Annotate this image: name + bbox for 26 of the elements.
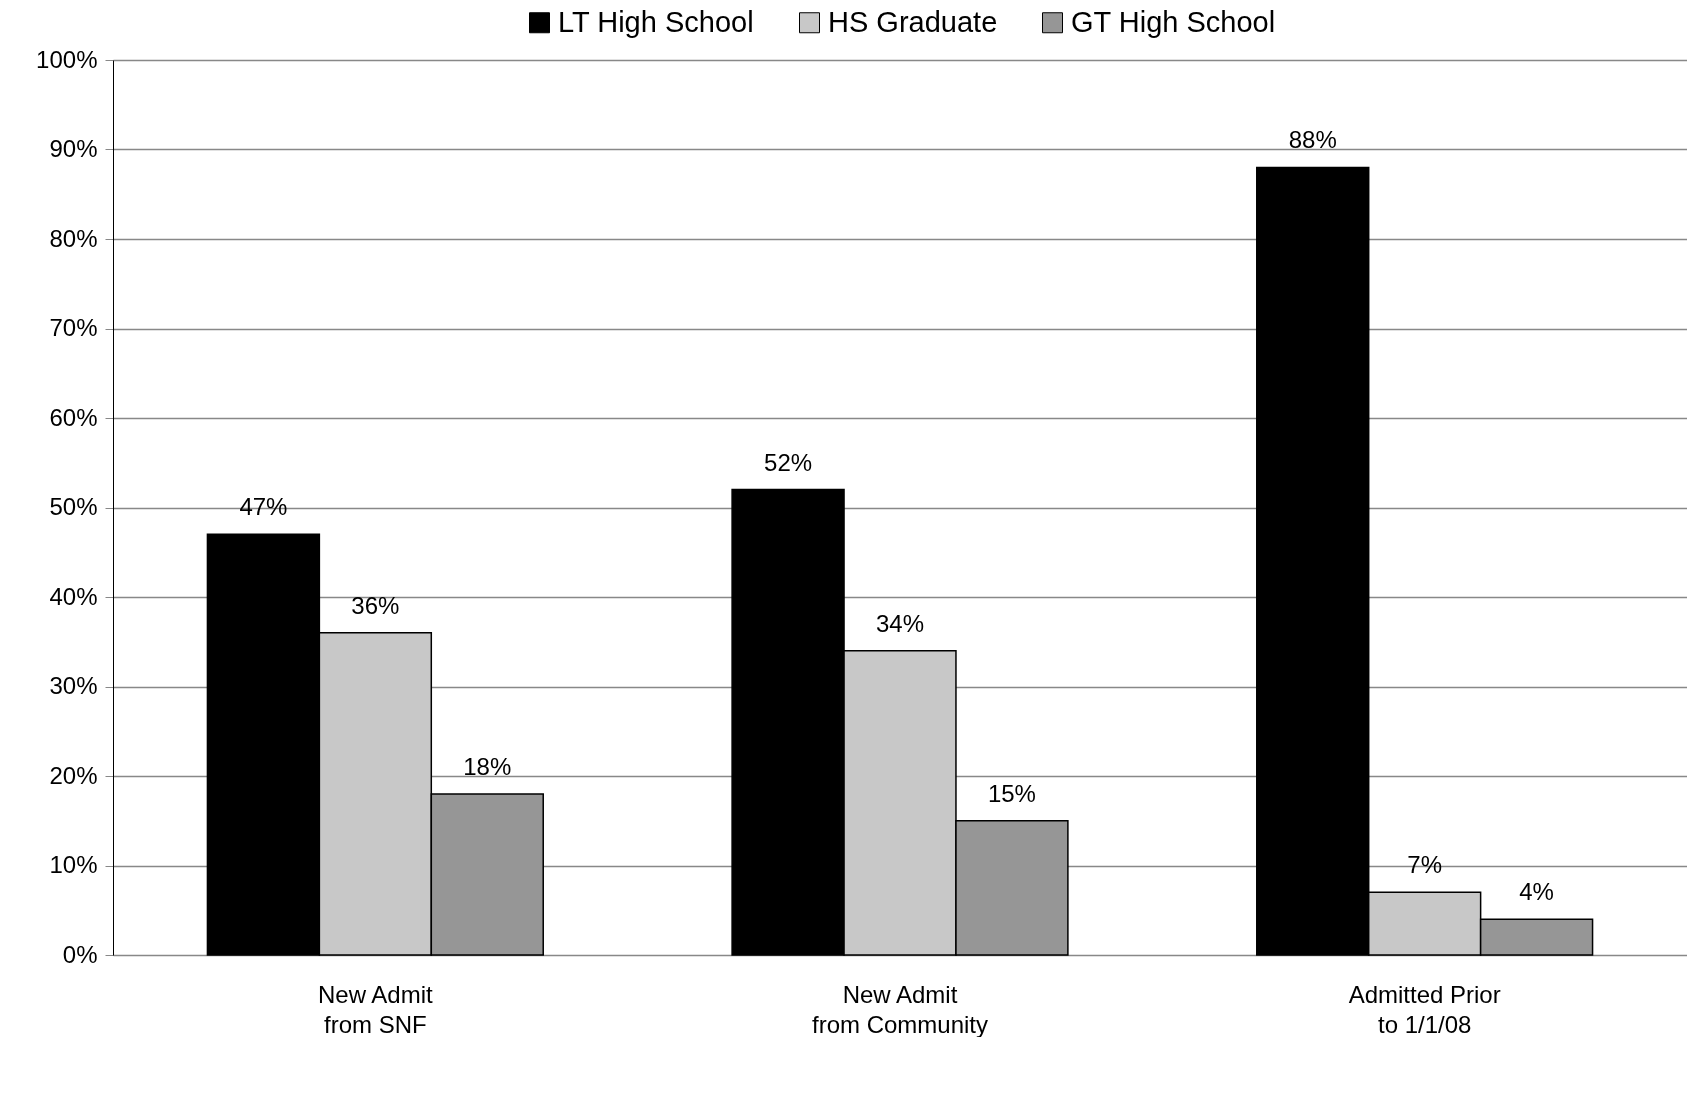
data-label: 34% xyxy=(875,609,925,637)
data-label: 36% xyxy=(351,591,400,619)
x-tick-label: New Admit from Community xyxy=(811,980,989,1038)
data-label: 15% xyxy=(987,779,1036,807)
y-tick-label: 0% xyxy=(62,940,98,968)
x-tick-label: Admitted Prior to 1/1/08 xyxy=(1348,980,1501,1038)
y-tick-label: 60% xyxy=(49,403,98,431)
y-tick-label: 40% xyxy=(49,582,98,610)
data-label: 47% xyxy=(239,493,288,521)
legend-label: LT High School xyxy=(558,5,754,38)
data-label: 52% xyxy=(764,448,813,476)
data-label: 18% xyxy=(463,752,512,780)
y-tick-label: 30% xyxy=(49,672,98,699)
legend-label: GT High School xyxy=(1071,5,1276,38)
y-tick-label: 10% xyxy=(49,851,98,878)
y-tick-label: 100% xyxy=(36,45,98,73)
data-label: 88% xyxy=(1288,126,1337,154)
x-tick-label: New Admit from SNF xyxy=(317,980,434,1038)
legend-label: HS Graduate xyxy=(828,5,998,38)
y-tick-label: 80% xyxy=(49,224,98,252)
data-label: 4% xyxy=(1519,878,1554,906)
y-tick-label: 90% xyxy=(49,135,98,162)
y-tick-label: 20% xyxy=(49,761,98,789)
y-tick-label: 50% xyxy=(49,493,98,520)
data-label: 7% xyxy=(1407,851,1443,879)
y-tick-label: 70% xyxy=(49,314,98,341)
